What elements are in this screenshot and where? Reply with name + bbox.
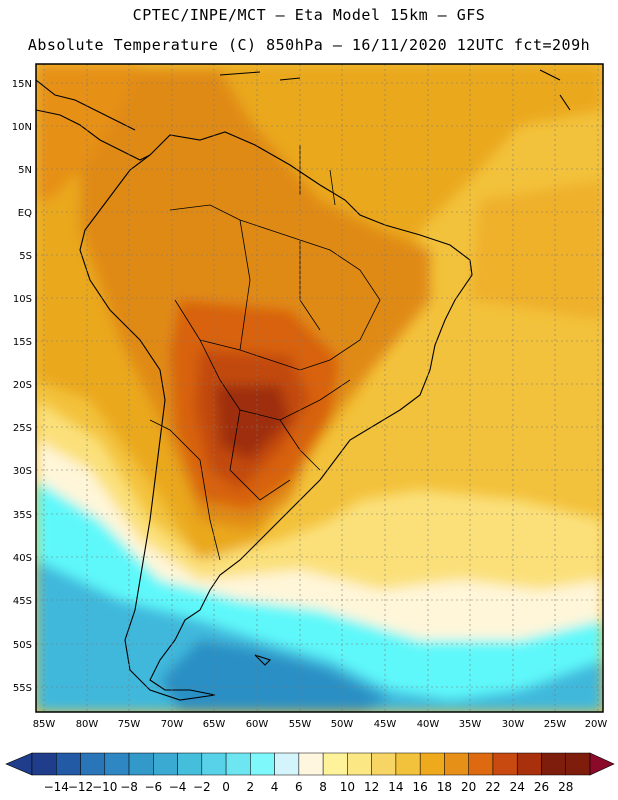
colorbar-cell	[298, 752, 324, 776]
colorbar-label: 18	[437, 780, 452, 794]
colorbar-label: −6	[144, 780, 162, 794]
lon-label: 40W	[417, 719, 440, 730]
colorbar-cell	[347, 752, 372, 776]
colorbar-cell	[565, 752, 591, 776]
colorbar-cell	[322, 752, 348, 776]
lon-label: 80W	[76, 719, 99, 730]
colorbar-cell	[274, 752, 300, 776]
lat-label: 25S	[13, 423, 32, 434]
colorbar-label: 6	[295, 780, 303, 794]
band-max	[215, 385, 290, 460]
colorbar-label: −12	[68, 780, 93, 794]
lon-label: 60W	[246, 719, 269, 730]
lon-label: 30W	[502, 719, 525, 730]
lon-label: 85W	[33, 719, 56, 730]
map-title-line-1: CPTEC/INPE/MCT – Eta Model 15km – GFS	[132, 6, 486, 24]
band-mild-south	[36, 400, 603, 600]
colorbar-label: −8	[120, 780, 138, 794]
colorbar-cell	[419, 752, 445, 776]
lon-label: 20W	[585, 719, 608, 730]
colorbar-cell	[250, 752, 275, 776]
lon-label: 65W	[203, 719, 226, 730]
colorbar-cell	[80, 752, 106, 776]
latitude-axis: 15N 10N 5N EQ 5S 10S 15S 20S 25S 30S 35S…	[12, 79, 32, 694]
plot-frame	[35, 63, 604, 713]
color-scale-legend: −14−12−10 −8 −6 −4 −2 0 2 4 6 8 10 12 14 16 18 20 22 24 26…	[5, 752, 615, 794]
lat-label: 30S	[13, 466, 32, 477]
lon-label: 55W	[289, 719, 312, 730]
lat-label: 5S	[19, 251, 32, 262]
band-east-ocean	[470, 180, 603, 320]
lat-label: 5N	[18, 165, 32, 176]
lat-label: 40S	[13, 553, 32, 564]
colorbar-max-arrow	[589, 752, 615, 776]
south-america-coast	[79, 131, 473, 701]
colorbar-label: 4	[271, 780, 279, 794]
color-scale-cells	[5, 752, 615, 776]
lat-label: 15S	[13, 337, 32, 348]
lon-label: 75W	[118, 719, 141, 730]
lat-label: 50S	[13, 640, 32, 651]
caribbean-islands	[219, 69, 571, 111]
band-cold-south-far	[160, 640, 390, 712]
lon-label: 70W	[161, 719, 184, 730]
colorbar-cell	[395, 752, 421, 776]
lat-label: 45S	[13, 596, 32, 607]
colorbar-cell	[153, 752, 178, 776]
colorbar-label: 24	[510, 780, 525, 794]
colorbar-cell	[225, 752, 251, 776]
colorbar-cell	[31, 752, 57, 776]
colorbar-label: 22	[485, 780, 500, 794]
colorbar-cell	[468, 752, 494, 776]
colorbar-cell	[177, 752, 203, 776]
colorbar-label: 8	[319, 780, 327, 794]
colorbar-cell	[492, 752, 518, 776]
colorbar-label: −10	[92, 780, 117, 794]
lon-label: 50W	[331, 719, 354, 730]
colorbar-label: 12	[364, 780, 379, 794]
colorbar-label: 10	[340, 780, 355, 794]
colorbar-label: 28	[558, 780, 573, 794]
lat-label: 20S	[13, 380, 32, 391]
colorbar-label: 0	[222, 780, 230, 794]
colorbar-cell	[201, 752, 227, 776]
colorbar-label: 26	[534, 780, 549, 794]
colorbar-label: −4	[169, 780, 187, 794]
lat-label: 55S	[13, 683, 32, 694]
colorbar-cell	[128, 752, 154, 776]
colorbar-cell	[541, 752, 566, 776]
colorbar-label: 20	[461, 780, 476, 794]
colorbar-label: −2	[193, 780, 211, 794]
central-america-coast	[36, 109, 151, 161]
longitude-axis: 85W 80W 75W 70W 65W 60W 55W 50W 45W 40W …	[33, 719, 608, 730]
colorbar-min-arrow	[5, 752, 33, 776]
lon-label: 45W	[374, 719, 397, 730]
colorbar-cell	[104, 752, 130, 776]
lat-label: 10S	[13, 294, 32, 305]
falkland-islands	[254, 654, 272, 666]
lon-label: 35W	[459, 719, 482, 730]
map-title-line-2: Absolute Temperature (C) 850hPa – 16/11/…	[27, 36, 591, 54]
lat-label: EQ	[18, 208, 32, 219]
lat-label: 10N	[12, 122, 32, 133]
band-hotter-land	[80, 70, 430, 530]
colorbar-label: −14	[44, 780, 69, 794]
colorbar-label: 2	[247, 780, 255, 794]
colorbar-cell	[371, 752, 397, 776]
band-nw-ocean	[36, 64, 140, 200]
graticule	[36, 64, 603, 712]
color-scale-labels: −14−12−10 −8 −6 −4 −2 0 2 4 6 8 10 12 14 16 18 20 22 24 26…	[44, 780, 574, 794]
colorbar-cell	[444, 752, 469, 776]
temperature-map: 15N 10N 5N EQ 5S 10S 15S 20S 25S 30S 35S…	[12, 63, 608, 730]
temperature-field	[36, 64, 603, 712]
colorbar-label: 16	[413, 780, 428, 794]
lon-label: 25W	[544, 719, 567, 730]
lat-label: 35S	[13, 510, 32, 521]
colorbar-cell	[56, 752, 81, 776]
central-america-coast-north	[36, 79, 136, 131]
colorbar-cell	[516, 752, 542, 776]
colorbar-label: 14	[388, 780, 403, 794]
lat-label: 15N	[12, 79, 32, 90]
